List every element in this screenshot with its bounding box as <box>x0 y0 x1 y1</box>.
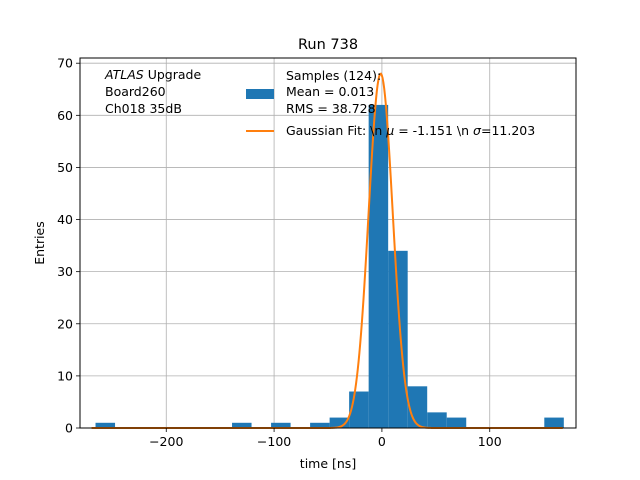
x-tick-label: 0 <box>378 434 386 449</box>
y-tick-label: 50 <box>57 160 73 175</box>
y-tick-label: 70 <box>57 56 73 71</box>
x-tick-label: −100 <box>257 434 291 449</box>
legend-fit-mid: = -1.151 \n <box>394 123 473 138</box>
histogram-bar <box>95 422 116 428</box>
histogram-bar <box>388 250 408 428</box>
y-axis-label: Entries <box>32 221 47 265</box>
annotation-line-3: Ch018 35dB <box>105 101 182 116</box>
histogram-bar <box>368 104 389 429</box>
annotation-line-2: Board260 <box>105 84 166 99</box>
annotation-atlas: ATLAS <box>104 67 144 82</box>
y-tick-label: 60 <box>57 108 73 123</box>
axis-ticks: −200 −100 0 100 0 10 20 30 40 50 60 70 <box>57 56 502 449</box>
legend-fit-label: Gaussian Fit: \n μ = -1.151 \n σ=11.203 <box>286 123 535 138</box>
x-tick-label: −200 <box>149 434 183 449</box>
histogram-bar <box>544 417 564 428</box>
y-tick-label: 20 <box>57 316 73 331</box>
legend-fit-suffix: =11.203 <box>481 123 535 138</box>
legend-fit-mu: μ <box>385 123 394 138</box>
legend-hist-line-3: RMS = 38.728 <box>286 101 376 116</box>
y-tick-label: 0 <box>65 421 73 436</box>
histogram-bar <box>329 417 350 428</box>
atlas-annotation: ATLAS Upgrade Board260 Ch018 35dB <box>104 67 201 116</box>
histogram-bar <box>271 422 291 428</box>
histogram-bar <box>446 417 467 428</box>
y-tick-label: 40 <box>57 212 73 227</box>
x-tick-label: 100 <box>478 434 502 449</box>
legend-hist-swatch <box>246 89 274 99</box>
y-tick-label: 30 <box>57 264 73 279</box>
histogram-bar <box>232 422 252 428</box>
histogram-bar <box>407 386 428 428</box>
histogram-bar <box>310 422 330 428</box>
x-axis-label: time [ns] <box>300 456 356 471</box>
chart-title: Run 738 <box>298 37 358 53</box>
legend-hist-line-1: Samples (124): <box>286 68 381 83</box>
axes-frame <box>79 57 577 429</box>
histogram-bar <box>427 412 447 428</box>
legend-fit-prefix: Gaussian Fit: \n <box>286 123 386 138</box>
legend-fit-sigma: σ <box>473 123 482 138</box>
legend: Samples (124): Mean = 0.013 RMS = 38.728… <box>246 68 535 138</box>
legend-hist-line-2: Mean = 0.013 <box>286 84 374 99</box>
annotation-upgrade: Upgrade <box>144 67 202 82</box>
annotation-line-1: ATLAS Upgrade <box>104 67 201 82</box>
y-tick-label: 10 <box>57 368 73 383</box>
